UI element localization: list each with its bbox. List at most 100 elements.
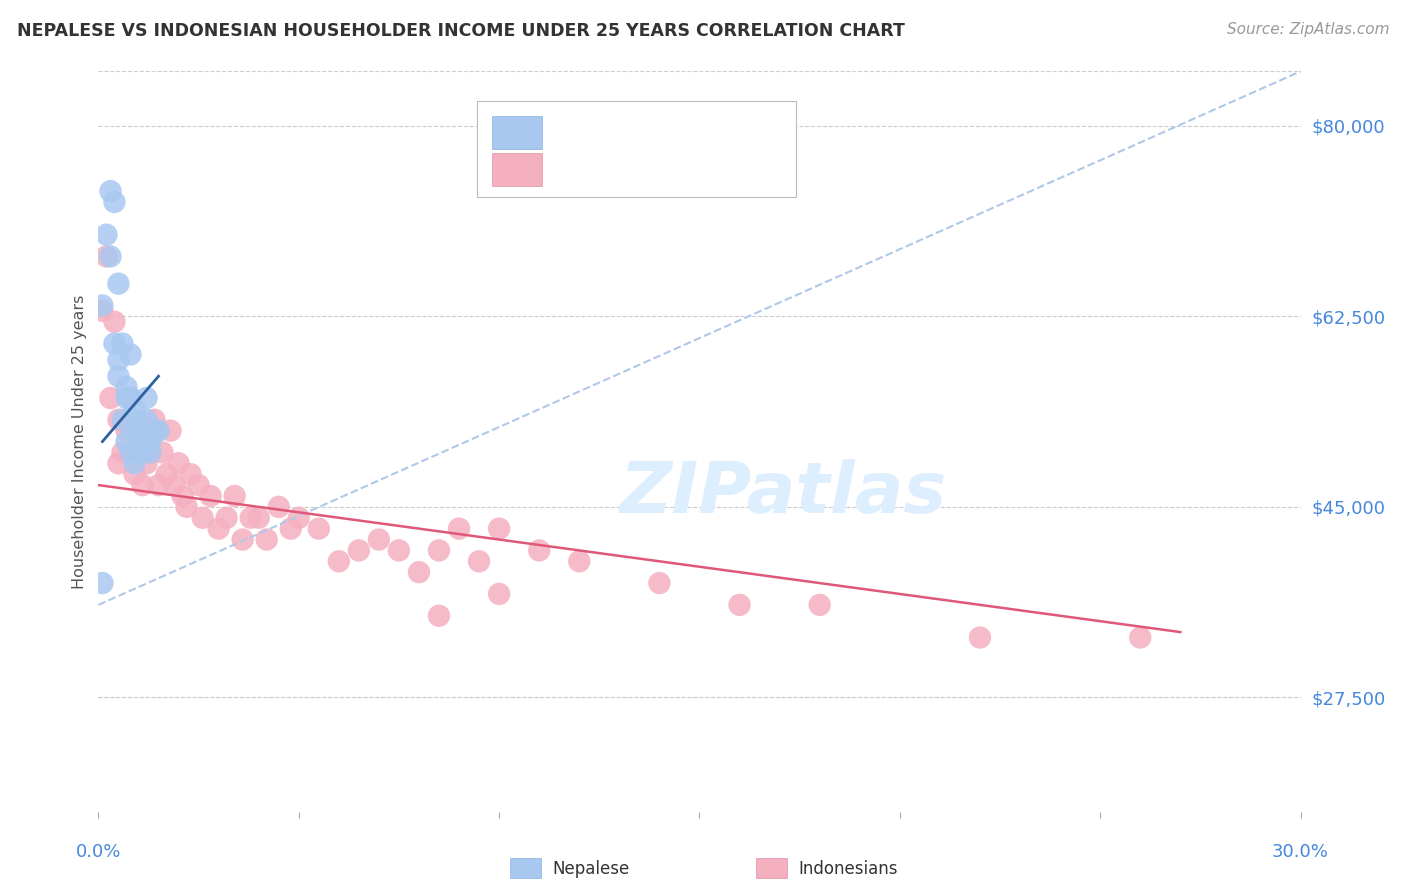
Text: Nepalese: Nepalese <box>553 860 630 878</box>
Point <box>232 533 254 547</box>
Point <box>388 543 411 558</box>
Point <box>115 434 138 449</box>
Point <box>308 522 330 536</box>
Point <box>124 424 146 438</box>
Text: ZIPatlas: ZIPatlas <box>620 458 948 528</box>
Point <box>128 445 150 459</box>
Point <box>728 598 751 612</box>
Text: 30.0%: 30.0% <box>1272 843 1329 861</box>
Point <box>111 413 134 427</box>
Point <box>135 413 157 427</box>
Point <box>139 434 162 449</box>
Point <box>427 608 450 623</box>
Point <box>115 380 138 394</box>
Point <box>91 304 114 318</box>
Point <box>328 554 350 568</box>
Text: R = -0.288: R = -0.288 <box>558 160 648 178</box>
Point <box>128 413 150 427</box>
Point <box>208 522 231 536</box>
Point <box>135 391 157 405</box>
Point <box>139 445 162 459</box>
Point <box>167 456 190 470</box>
Point <box>139 445 162 459</box>
FancyBboxPatch shape <box>492 153 541 186</box>
Point <box>115 424 138 438</box>
Point <box>131 478 153 492</box>
Point <box>288 510 311 524</box>
Point <box>468 554 491 568</box>
Point <box>256 533 278 547</box>
FancyBboxPatch shape <box>477 101 796 197</box>
Point <box>152 445 174 459</box>
FancyBboxPatch shape <box>492 116 541 149</box>
Point <box>120 347 142 361</box>
Point <box>808 598 831 612</box>
Point <box>143 424 166 438</box>
Point <box>124 401 146 416</box>
Point <box>148 478 170 492</box>
Y-axis label: Householder Income Under 25 years: Householder Income Under 25 years <box>72 294 87 589</box>
Point <box>155 467 177 482</box>
Point <box>107 456 129 470</box>
Point <box>107 413 129 427</box>
Point <box>368 533 391 547</box>
Point <box>488 587 510 601</box>
Point <box>115 391 138 405</box>
Point <box>347 543 370 558</box>
Point <box>247 510 270 524</box>
Point <box>128 434 150 449</box>
Point <box>100 391 122 405</box>
Point <box>91 298 114 312</box>
Point <box>135 456 157 470</box>
Point <box>969 631 991 645</box>
Point <box>1129 631 1152 645</box>
Point <box>107 277 129 291</box>
Point <box>180 467 202 482</box>
Point <box>100 250 122 264</box>
Point <box>100 184 122 198</box>
Point <box>96 250 118 264</box>
Point <box>408 565 430 579</box>
Text: 0.0%: 0.0% <box>76 843 121 861</box>
Point <box>191 510 214 524</box>
Point <box>124 467 146 482</box>
Point <box>529 543 551 558</box>
Point <box>107 352 129 367</box>
Point <box>103 315 125 329</box>
Point <box>447 522 470 536</box>
Point <box>172 489 194 503</box>
Point <box>187 478 209 492</box>
Point <box>96 227 118 242</box>
Point <box>568 554 591 568</box>
Point <box>111 445 134 459</box>
Point <box>120 391 142 405</box>
Point <box>148 424 170 438</box>
Point <box>239 510 262 524</box>
Text: N =  56: N = 56 <box>721 160 789 178</box>
Point <box>280 522 302 536</box>
Point <box>267 500 290 514</box>
Point <box>131 445 153 459</box>
Text: Source: ZipAtlas.com: Source: ZipAtlas.com <box>1226 22 1389 37</box>
Point <box>427 543 450 558</box>
Point <box>163 478 186 492</box>
Point <box>107 369 129 384</box>
Text: Indonesians: Indonesians <box>799 860 898 878</box>
Point <box>143 413 166 427</box>
Point <box>120 391 142 405</box>
Point <box>648 576 671 591</box>
Point <box>176 500 198 514</box>
Text: N =  31: N = 31 <box>721 123 789 141</box>
Point <box>111 336 134 351</box>
Text: R =  0.158: R = 0.158 <box>558 123 647 141</box>
Point <box>103 336 125 351</box>
Point <box>124 456 146 470</box>
Point <box>215 510 238 524</box>
Point <box>103 194 125 209</box>
Point <box>91 576 114 591</box>
Text: NEPALESE VS INDONESIAN HOUSEHOLDER INCOME UNDER 25 YEARS CORRELATION CHART: NEPALESE VS INDONESIAN HOUSEHOLDER INCOM… <box>17 22 904 40</box>
Point <box>200 489 222 503</box>
Point <box>224 489 246 503</box>
Point <box>488 522 510 536</box>
Point <box>131 424 153 438</box>
